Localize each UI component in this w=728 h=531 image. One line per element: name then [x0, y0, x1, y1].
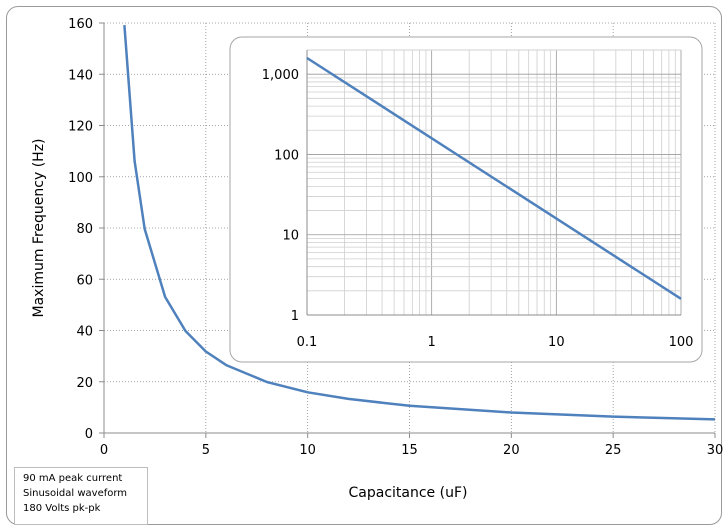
- main-y-tick-label: 40: [76, 325, 93, 340]
- inset-x-tick-label: 10: [548, 335, 565, 350]
- main-series: [123, 25, 716, 421]
- inset-x-tick-label: 1: [428, 335, 436, 350]
- note-line-current: 90 mA peak current: [23, 473, 123, 484]
- inset-x-tick-label: 0.1: [297, 335, 318, 350]
- main-x-tick-label: 5: [202, 443, 210, 458]
- inset-y-tick-label: 100: [274, 148, 299, 163]
- inset-series-line: [306, 56, 682, 300]
- main-x-tick-label: 15: [401, 443, 418, 458]
- note-line-waveform: Sinusoidal waveform: [23, 488, 128, 499]
- inset-series: [306, 56, 682, 300]
- inset-tick-labels: 0.1 1 10 100 1 10 100 1,000: [262, 68, 694, 350]
- conditions-note: 90 mA peak current Sinusoidal waveform 1…: [14, 467, 148, 525]
- main-x-tick-label: 0: [100, 443, 108, 458]
- main-tick-labels: 0 5 10 15 20 25 30 0 20 40 60 80 100 120 140 160: [68, 17, 723, 458]
- main-x-tick-label: 10: [299, 443, 316, 458]
- main-x-tick-label: 25: [605, 443, 622, 458]
- main-y-tick-label: 120: [68, 120, 93, 135]
- main-y-tick-label: 0: [85, 427, 93, 442]
- inset-panel: [229, 36, 703, 363]
- inset-grid: [306, 49, 682, 316]
- y-axis-title: Maximum Frequency (Hz): [31, 138, 47, 317]
- main-y-tick-label: 140: [68, 68, 93, 83]
- inset-y-tick-label: 10: [282, 229, 299, 244]
- main-axes: [99, 22, 716, 438]
- main-y-tick-label: 80: [76, 222, 93, 237]
- inset-x-tick-label: 100: [669, 335, 694, 350]
- main-y-tick-label: 160: [68, 17, 93, 32]
- main-y-tick-label: 60: [76, 273, 93, 288]
- main-x-tick-label: 30: [707, 443, 724, 458]
- inset-y-tick-label: 1,000: [262, 68, 299, 83]
- main-series-line: [123, 25, 716, 421]
- main-y-tick-label: 20: [76, 376, 93, 391]
- main-x-tick-label: 20: [503, 443, 520, 458]
- main-y-tick-label: 100: [68, 171, 93, 186]
- x-axis-title: Capacitance (uF): [349, 485, 468, 501]
- note-line-voltage: 180 Volts pk-pk: [23, 503, 101, 514]
- inset-y-tick-label: 1: [291, 309, 299, 324]
